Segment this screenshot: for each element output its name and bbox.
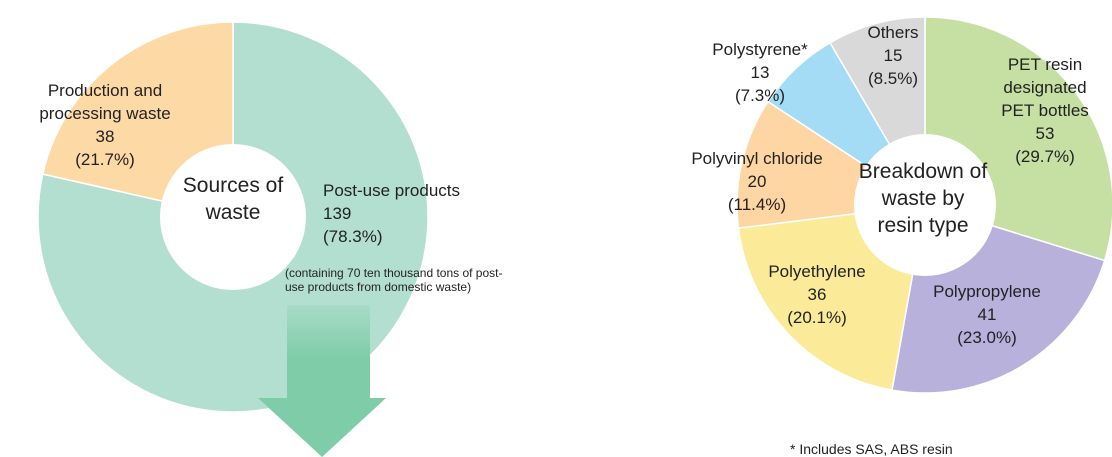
value-label: 41 bbox=[977, 305, 997, 324]
value-label: 53 bbox=[1035, 124, 1055, 143]
percent-label: (11.4%) bbox=[727, 195, 787, 214]
percent-label: (23.0%) bbox=[957, 328, 1017, 347]
slice-label: Polyvinyl chloride 20 (11.4%) bbox=[662, 147, 852, 216]
percent-label: (20.1%) bbox=[787, 308, 847, 327]
percent-label: (78.3%) bbox=[323, 227, 383, 246]
donut-hole bbox=[160, 144, 306, 290]
category-label: Post-use products bbox=[323, 181, 461, 200]
slice-label: Production and processing waste 38 (21.7%) bbox=[5, 79, 205, 171]
slice-label: PET resin designated PET bottles 53 (29.7%… bbox=[988, 53, 1103, 168]
category-label: Polypropylene bbox=[933, 282, 1041, 301]
slice-label: Polyethylene 36 (20.1%) bbox=[742, 260, 892, 329]
center-label: Sources of waste bbox=[182, 174, 284, 224]
percent-label: (7.3%) bbox=[734, 86, 786, 105]
percent-label: (29.7%) bbox=[1015, 147, 1075, 166]
category-label: Polyvinyl chloride bbox=[691, 149, 823, 168]
value-label: 13 bbox=[750, 63, 770, 82]
value-label: 36 bbox=[807, 285, 827, 304]
center-label: Breakdown of waste by resin type bbox=[858, 160, 988, 237]
category-label: PET resin designated PET bottles bbox=[1001, 55, 1089, 120]
category-label: Production and processing waste bbox=[39, 81, 171, 123]
percent-label: (21.7%) bbox=[75, 150, 135, 169]
percent-label: (8.5%) bbox=[867, 69, 919, 88]
category-label: Others bbox=[867, 23, 919, 42]
value-label: 139 bbox=[323, 204, 352, 223]
slice-label: Polystyrene* 13 (7.3%) bbox=[695, 38, 825, 107]
slice-label: Post-use products 139 (78.3%) bbox=[323, 179, 523, 248]
note: (containing 70 ten thousand tons of post… bbox=[285, 266, 503, 294]
donut-hole bbox=[854, 134, 996, 276]
flow-arrow bbox=[258, 305, 386, 457]
category-label: Polyethylene bbox=[768, 262, 866, 281]
value-label: 15 bbox=[883, 46, 903, 65]
category-label: Polystyrene* bbox=[712, 40, 808, 59]
value-label: 38 bbox=[95, 127, 115, 146]
slice-label: Polypropylene 41 (23.0%) bbox=[912, 280, 1062, 349]
footnote: * Includes SAS, ABS resin bbox=[790, 441, 953, 457]
slice-label: Others 15 (8.5%) bbox=[848, 21, 938, 90]
value-label: 20 bbox=[747, 172, 767, 191]
